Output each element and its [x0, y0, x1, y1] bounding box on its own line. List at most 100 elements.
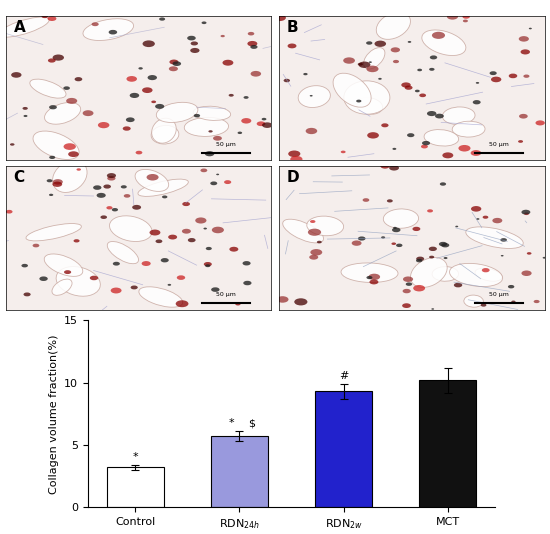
Circle shape [405, 85, 412, 90]
Circle shape [139, 67, 143, 69]
Ellipse shape [376, 12, 410, 40]
Ellipse shape [56, 266, 100, 296]
Circle shape [290, 156, 303, 162]
Circle shape [534, 300, 540, 303]
Circle shape [476, 82, 479, 84]
Ellipse shape [139, 287, 183, 307]
Circle shape [431, 308, 434, 310]
Circle shape [524, 75, 530, 78]
Ellipse shape [283, 219, 323, 243]
Circle shape [262, 118, 266, 120]
Circle shape [341, 151, 345, 153]
Circle shape [432, 32, 445, 39]
Ellipse shape [422, 30, 466, 56]
Circle shape [310, 249, 322, 256]
Circle shape [216, 174, 219, 175]
Ellipse shape [432, 266, 459, 281]
Circle shape [310, 95, 312, 97]
Ellipse shape [33, 131, 79, 160]
Circle shape [111, 287, 122, 294]
Circle shape [471, 150, 481, 156]
Circle shape [454, 283, 462, 287]
Circle shape [389, 165, 399, 170]
Circle shape [146, 174, 158, 180]
Ellipse shape [356, 98, 383, 114]
Text: 50 μm: 50 μm [216, 142, 236, 147]
Circle shape [427, 209, 433, 213]
Circle shape [519, 36, 529, 42]
Circle shape [429, 247, 437, 251]
Circle shape [407, 133, 414, 137]
Circle shape [519, 114, 528, 119]
Circle shape [244, 96, 249, 99]
Circle shape [211, 287, 219, 292]
Circle shape [156, 239, 162, 243]
Circle shape [147, 75, 157, 80]
Circle shape [471, 206, 481, 211]
Ellipse shape [26, 224, 81, 241]
Circle shape [500, 238, 507, 242]
Ellipse shape [193, 106, 230, 120]
Circle shape [317, 241, 322, 244]
Circle shape [288, 43, 296, 49]
Circle shape [52, 182, 62, 187]
Circle shape [10, 143, 14, 146]
Circle shape [194, 114, 200, 117]
Circle shape [368, 274, 380, 280]
Circle shape [6, 210, 13, 214]
Circle shape [441, 243, 449, 247]
Circle shape [49, 156, 55, 159]
Circle shape [367, 132, 379, 138]
Circle shape [392, 227, 400, 232]
Ellipse shape [152, 118, 176, 143]
Circle shape [447, 13, 458, 20]
Circle shape [403, 277, 413, 282]
Circle shape [416, 259, 422, 262]
Circle shape [288, 151, 300, 157]
Circle shape [109, 30, 117, 35]
Circle shape [509, 74, 517, 78]
Circle shape [343, 57, 355, 64]
Circle shape [402, 82, 411, 88]
Text: $: $ [249, 418, 255, 428]
Circle shape [130, 286, 138, 289]
Circle shape [527, 252, 531, 255]
Circle shape [221, 35, 225, 37]
Circle shape [142, 88, 152, 93]
Circle shape [126, 76, 137, 82]
Circle shape [375, 41, 386, 47]
Circle shape [378, 78, 382, 80]
Ellipse shape [298, 85, 331, 107]
Circle shape [47, 16, 57, 21]
Circle shape [429, 256, 434, 258]
Circle shape [490, 71, 497, 75]
Circle shape [191, 42, 198, 45]
Circle shape [53, 54, 64, 61]
Bar [211, 436, 268, 507]
Circle shape [529, 28, 532, 29]
Circle shape [48, 58, 56, 62]
Circle shape [53, 179, 63, 185]
Circle shape [97, 193, 106, 198]
Ellipse shape [452, 121, 485, 137]
Ellipse shape [135, 169, 169, 191]
Circle shape [440, 182, 446, 186]
Circle shape [402, 303, 411, 308]
Text: D: D [287, 170, 300, 185]
Ellipse shape [449, 263, 503, 287]
Circle shape [76, 168, 81, 171]
Circle shape [381, 163, 390, 169]
Circle shape [518, 140, 523, 143]
Circle shape [543, 257, 546, 258]
Circle shape [23, 107, 28, 110]
Circle shape [126, 117, 135, 122]
Ellipse shape [424, 130, 459, 146]
Ellipse shape [307, 216, 344, 235]
Circle shape [429, 68, 434, 71]
Circle shape [224, 180, 231, 184]
Circle shape [155, 104, 164, 109]
Circle shape [463, 14, 470, 19]
Circle shape [101, 215, 107, 219]
Circle shape [206, 247, 212, 250]
Circle shape [366, 276, 372, 279]
